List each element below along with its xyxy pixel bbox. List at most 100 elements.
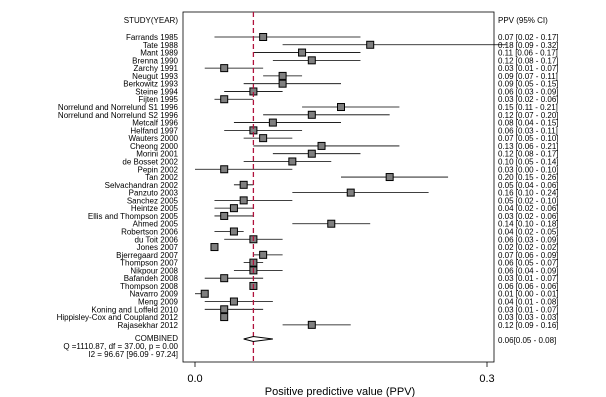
study-label: Panzuto 2003 <box>129 189 179 198</box>
study-ci-label: 0.06 [0.03 - 0.11] <box>498 126 558 135</box>
study-ci-label: 0.04 [0.02 - 0.05] <box>498 228 559 237</box>
study-label: Cheong 2000 <box>130 142 179 151</box>
study-label: Mant 1989 <box>140 49 178 58</box>
study-label: Tate 1988 <box>143 41 179 50</box>
point-estimate-square <box>259 134 268 143</box>
point-estimate-square <box>220 313 229 322</box>
study-label: Tan 2002 <box>145 173 178 182</box>
study-ci-label: 0.12 [0.08 - 0.17] <box>498 56 559 65</box>
point-estimate-square <box>278 71 287 80</box>
heterogeneity-q-stat: Q =1110.87, df = 37.00, p = 0.00 <box>63 342 178 351</box>
study-label: Thompson 2007 <box>120 259 178 268</box>
study-label: Berkowitz 1993 <box>123 80 178 89</box>
point-estimate-square <box>229 227 238 236</box>
point-estimate-square <box>278 79 287 88</box>
point-estimate-square <box>220 64 229 73</box>
point-estimate-square <box>229 204 238 213</box>
study-label: Helfand 1997 <box>130 126 178 135</box>
study-label: Navarro 2009 <box>130 290 179 299</box>
point-estimate-square <box>337 103 345 112</box>
study-ci-label: 0.03 [0.02 - 0.06] <box>498 212 559 221</box>
study-label: Metcalf 1996 <box>132 119 178 128</box>
study-ci-label: 0.05 [0.02 - 0.10] <box>498 196 559 205</box>
point-estimate-square <box>210 243 219 252</box>
study-ci-label: 0.06 [0.04 - 0.09] <box>498 266 559 275</box>
study-label: Zarchy 1991 <box>134 64 179 73</box>
x-tick-label: 0.3 <box>479 373 494 385</box>
x-tick-label: 0.0 <box>187 373 202 385</box>
point-estimate-square <box>317 141 326 150</box>
study-ci-label: 0.10 [0.05 - 0.14] <box>498 157 559 166</box>
study-label: Koning and Loffeld 2010 <box>91 305 178 314</box>
point-estimate-square <box>346 188 355 197</box>
point-estimate-square <box>239 180 248 189</box>
point-estimate-square <box>220 305 229 314</box>
study-ci-label: 0.12 [0.09 - 0.16] <box>498 321 559 330</box>
study-ci-label: 0.08 [0.04 - 0.15] <box>498 119 559 128</box>
x-axis-label: Positive predictive value (PPV) <box>265 386 415 397</box>
study-ci-label: 0.09 [0.07 - 0.11] <box>498 72 558 81</box>
study-ci-label: 0.06 [0.05 - 0.07] <box>498 259 559 268</box>
point-estimate-square <box>327 219 336 228</box>
study-ci-label: 0.01 [0.00 - 0.01] <box>498 290 559 299</box>
study-ci-label: 0.07 [0.06 - 0.09] <box>498 251 559 260</box>
study-label: Rajasekhar 2012 <box>118 321 179 330</box>
study-label: Thompson 2008 <box>120 282 178 291</box>
point-estimate-square <box>307 110 316 119</box>
study-ci-label: 0.20 [0.15 - 0.26] <box>498 173 559 182</box>
combined-label: COMBINED <box>135 334 178 343</box>
study-ci-label: 0.03 [0.01 - 0.07] <box>498 305 559 314</box>
study-ci-label: 0.13 [0.06 - 0.21] <box>498 142 559 151</box>
point-estimate-square <box>220 165 229 174</box>
point-estimate-square <box>366 40 375 49</box>
combined-ci-label: 0.06[0.05 - 0.08] <box>498 336 556 345</box>
point-estimate-square <box>259 250 268 259</box>
study-label: Pepin 2002 <box>138 165 179 174</box>
point-estimate-square <box>307 149 316 158</box>
study-label: Farrands 1985 <box>126 33 179 42</box>
study-ci-label: 0.09 [0.05 - 0.15] <box>498 80 559 89</box>
study-ci-label: 0.03 [0.00 - 0.10] <box>498 165 559 174</box>
study-ci-label: 0.14 [0.10 - 0.18] <box>498 220 559 229</box>
study-marks <box>195 33 507 329</box>
study-label: Sanchez 2005 <box>127 196 179 205</box>
study-label: Steine 1994 <box>135 87 178 96</box>
x-axis-ticks: 0.0 0.3 <box>187 362 495 385</box>
study-label: Jones 2007 <box>137 243 179 252</box>
study-ci-label: 0.06 [0.03 - 0.09] <box>498 235 559 244</box>
study-label: Heintze 2005 <box>131 204 179 213</box>
study-ci-label: 0.03 [0.02 - 0.06] <box>498 95 559 104</box>
study-ci-label: 0.06 [0.06 - 0.06] <box>498 282 559 291</box>
study-label: Norrelund and Norrelund S2 1996 <box>58 111 179 120</box>
point-estimate-square <box>385 173 394 182</box>
study-ci-label: 0.11 [0.06 - 0.17] <box>498 49 558 58</box>
study-label: Norrelund and Norrelund S1 1996 <box>58 103 179 112</box>
study-ci-label: 0.06 [0.03 - 0.09] <box>498 87 559 96</box>
study-label: Bafandeh 2008 <box>124 274 179 283</box>
study-ci-label: 0.03 [0.01 - 0.07] <box>498 64 559 73</box>
point-estimate-square <box>220 211 229 220</box>
study-label: Bjerregaard 2007 <box>116 251 178 260</box>
point-estimate-square <box>259 33 268 41</box>
heterogeneity-i2-stat: I2 = 96.67 [96.09 - 97.24] <box>88 350 178 359</box>
point-estimate-square <box>239 196 248 205</box>
study-ci-label: 0.15 [0.11 - 0.21] <box>498 103 558 112</box>
point-estimate-square <box>298 48 307 57</box>
point-estimate-square <box>288 157 297 166</box>
study-label: Ahmed 2005 <box>133 220 179 229</box>
study-ci-label: 0.16 [0.10 - 0.24] <box>498 189 559 198</box>
point-estimate-square <box>307 320 316 329</box>
point-estimate-square <box>220 274 229 283</box>
study-label: Wauters 2000 <box>128 134 178 143</box>
study-ci-label: 0.12 [0.08 - 0.17] <box>498 150 559 159</box>
study-ci-label: 0.07 [0.02 - 0.17] <box>498 33 559 42</box>
point-estimate-square <box>200 289 209 298</box>
study-ci-label: 0.18 [0.09 - 0.32] <box>498 41 559 50</box>
point-estimate-square <box>229 297 238 306</box>
study-ci-label: 0.12 [0.07 - 0.20] <box>498 111 559 120</box>
study-label: Robertson 2006 <box>121 228 178 237</box>
point-estimate-square <box>307 56 316 65</box>
study-label: Nikpour 2008 <box>130 266 178 275</box>
